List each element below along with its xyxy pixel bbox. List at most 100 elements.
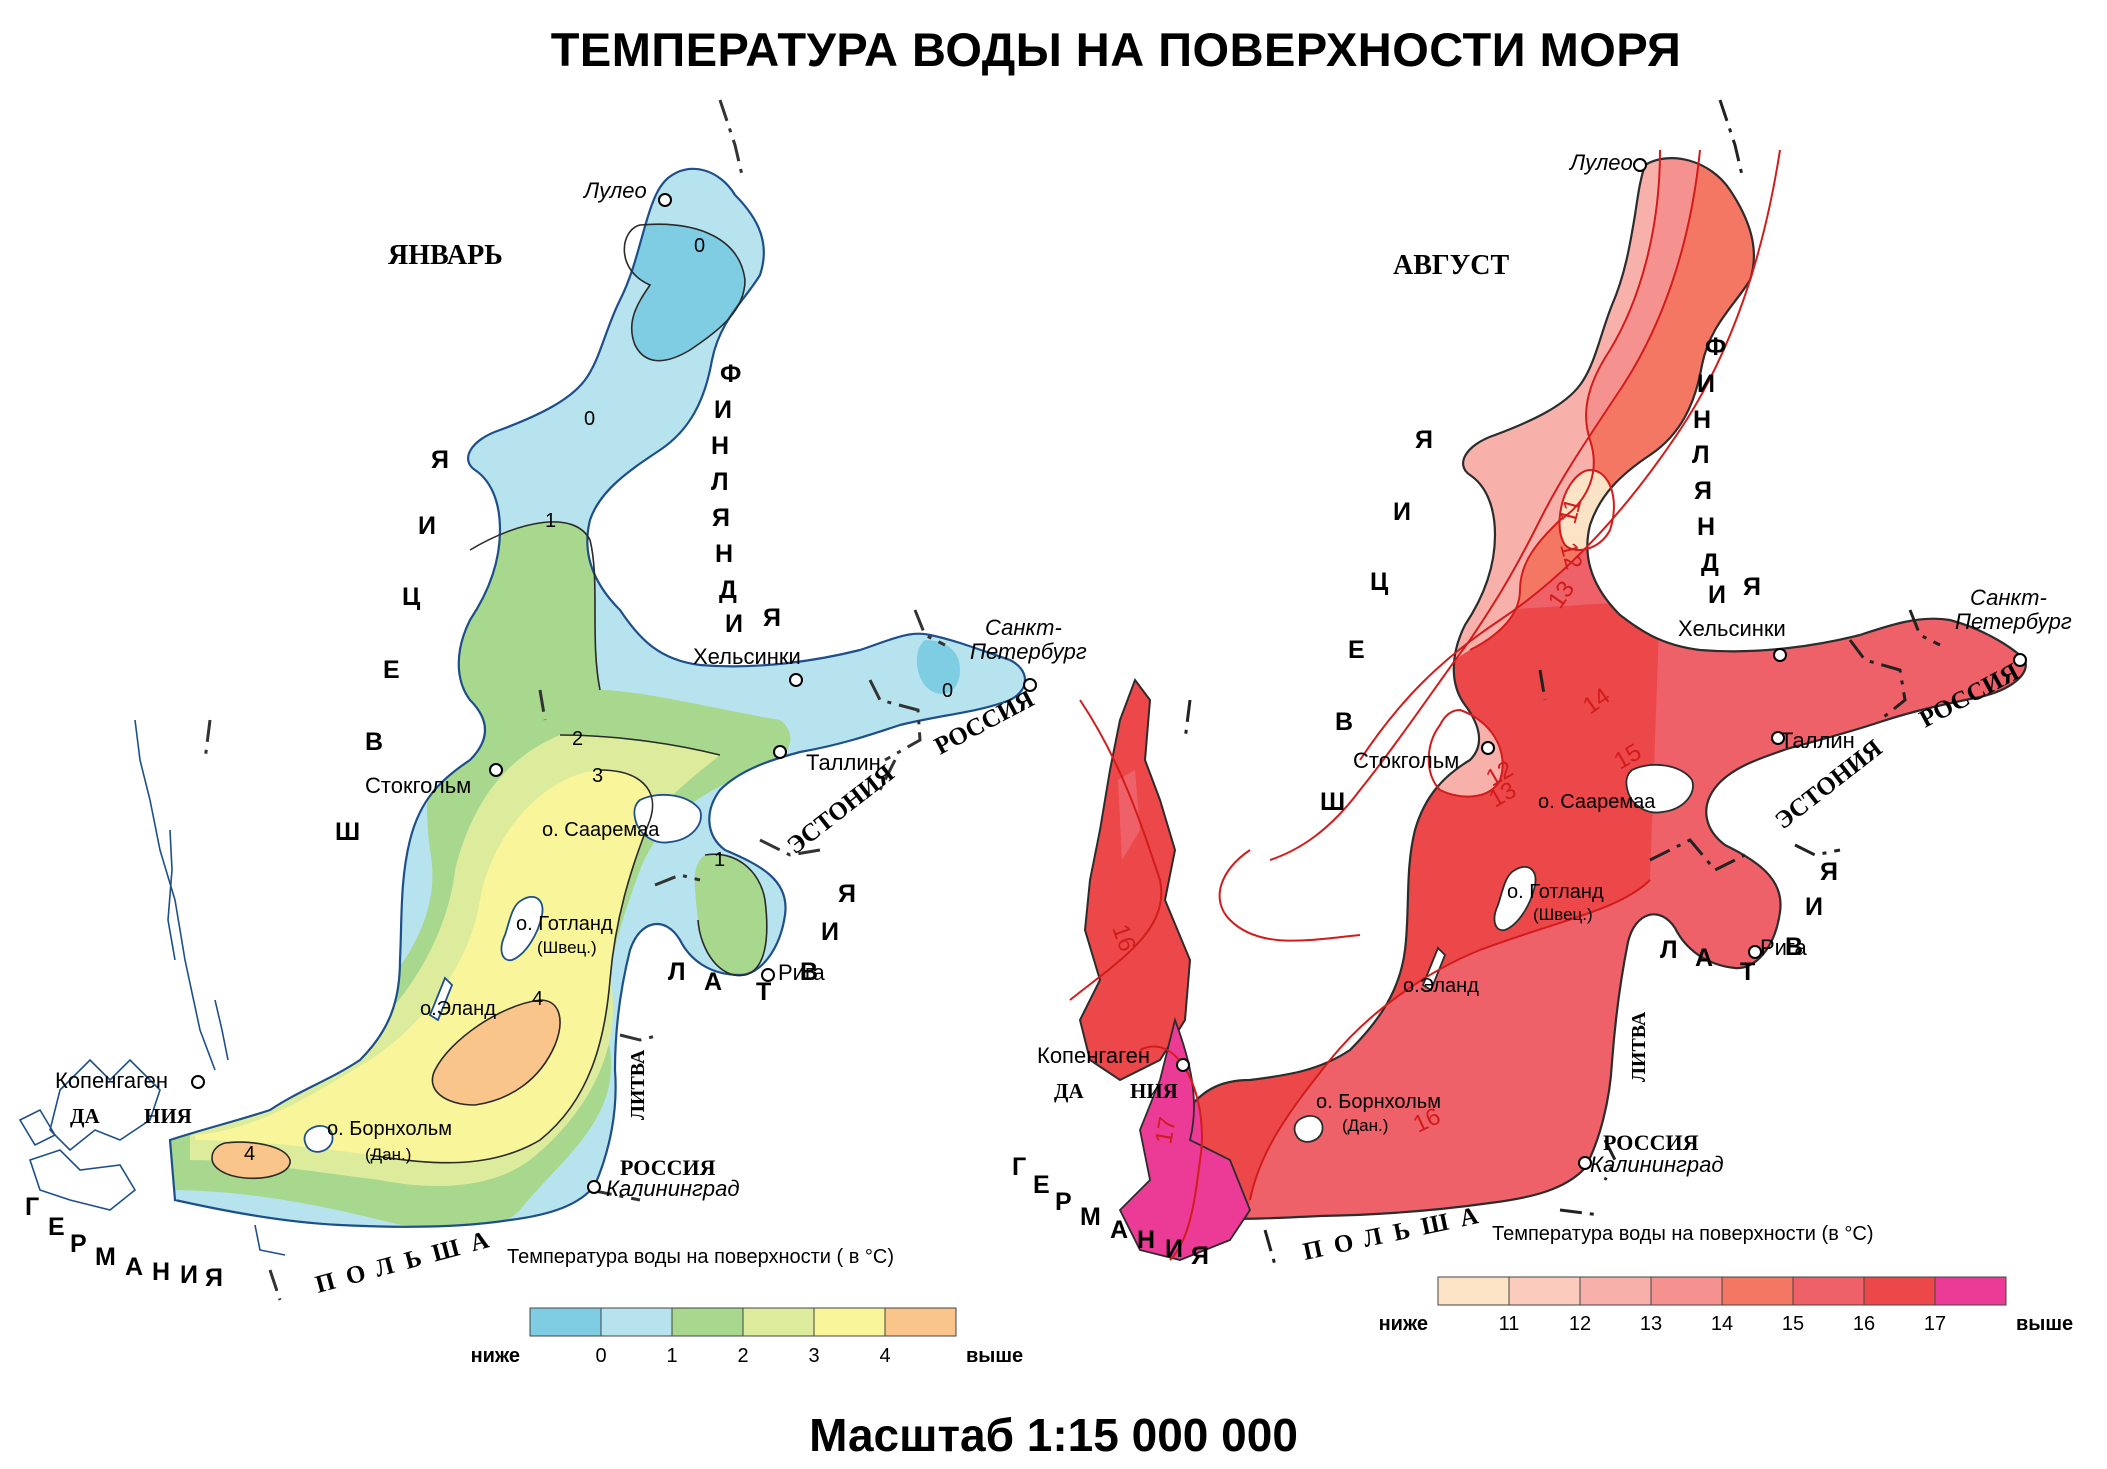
january-isotherm-label: 1 [545, 510, 556, 532]
oland-shape [1421, 946, 1447, 992]
legend-label: 15 [1782, 1313, 1804, 1335]
land-outlines [18, 719, 286, 1256]
legend-swatch [1721, 1276, 1794, 1306]
country-letter: Л [668, 958, 686, 986]
country-letter: Н [152, 1258, 170, 1286]
legend-label: 0 [595, 1345, 606, 1367]
january-legend-swatches: ниже 0 1 2 3 4 выше [471, 1307, 1023, 1367]
country-letter: Л [711, 468, 729, 496]
legend-swatch [1579, 1276, 1652, 1306]
january-city-riga: Рига [778, 960, 826, 985]
legend-label: 4 [879, 1345, 890, 1367]
august-legend-swatches: ниже 11 12 13 14 15 16 17 выше [1379, 1276, 2073, 1335]
country-letter: Я [1743, 573, 1761, 601]
january-island-gotland: о. Готланд [516, 913, 613, 935]
january-city-stockholm: Стокгольм [365, 773, 471, 798]
country-letter: Л [1660, 936, 1678, 964]
august-island-gotland: о. Готланд [1507, 881, 1604, 903]
august-cities [1176, 158, 2027, 1170]
legend-label: 11 [1499, 1313, 1520, 1335]
country-letter: И [418, 512, 436, 540]
country-letter: В [1335, 708, 1353, 736]
january-temperature-zones [170, 168, 1025, 1227]
zone-above-4-west [212, 1142, 291, 1179]
august-island-oland: о.Эланд [1403, 975, 1479, 997]
legend-label: выше [966, 1345, 1023, 1367]
zone-1-2-riga [694, 854, 767, 976]
august-country-sweden: Ш В Е Ц И Я [1320, 426, 1433, 816]
january-country-russia-kaliningrad: РОССИЯ [620, 1155, 716, 1180]
august-city-riga: Рига [1760, 935, 1808, 960]
january-isotherm-label: 1 [714, 849, 725, 871]
january-country-latvia: Л А Т В И Я [668, 880, 856, 1006]
country-letter: Р [1055, 1188, 1072, 1216]
country-letter: И [725, 610, 743, 638]
january-city-copenhagen: Копенгаген [55, 1068, 168, 1093]
august-city-helsinki: Хельсинки [1678, 616, 1786, 641]
august-borders [1183, 99, 1941, 1266]
country-letter: И [714, 396, 732, 424]
country-letter: А [1110, 1216, 1128, 1244]
legend-label: 3 [808, 1345, 819, 1367]
country-letter: Р [70, 1230, 87, 1258]
january-city-tallinn: Таллин [806, 750, 881, 775]
january-borders [203, 99, 946, 1301]
legend-label: 1 [666, 1345, 677, 1367]
january-map-title: ЯНВАРЬ [388, 240, 503, 271]
country-letter: Г [1012, 1153, 1026, 1181]
august-legend: Температура воды на поверхности (в °С) н… [1379, 1223, 2074, 1335]
january-isotherm-label: 4 [244, 1143, 255, 1165]
country-letter: Н [715, 540, 733, 568]
january-coastline [168, 167, 1026, 1228]
country-letter: Е [383, 656, 400, 684]
country-letter: Я [1694, 477, 1712, 505]
legend-swatch [671, 1307, 744, 1337]
august-coastline [1178, 157, 2027, 1220]
country-letter: И [1393, 498, 1411, 526]
january-island-gotland-sub: (Швец.) [537, 938, 597, 957]
jutland-shape [1078, 677, 1192, 1082]
country-letter: И [1708, 581, 1726, 609]
august-legend-title: Температура воды на поверхности (в °С) [1492, 1223, 1873, 1245]
january-isotherm-label: 2 [572, 728, 583, 750]
january-country-denmark-a: ДА [70, 1104, 100, 1128]
country-letter: Я [1191, 1242, 1209, 1270]
august-country-russia-kaliningrad: РОССИЯ [1603, 1130, 1699, 1155]
january-legend-title: Температура воды на поверхности ( в °С) [507, 1246, 894, 1268]
legend-swatch [742, 1307, 815, 1337]
january-legend: Температура воды на поверхности ( в °С) … [471, 1246, 1024, 1367]
country-letter: И [1697, 370, 1715, 398]
august-isotherms [1069, 149, 1781, 1261]
january-city-kaliningrad: Калининград [606, 1176, 740, 1201]
country-letter: Л [1692, 441, 1710, 469]
gotland-shape [500, 895, 544, 962]
country-letter: Е [48, 1213, 65, 1241]
legend-swatch [1437, 1276, 1510, 1306]
country-letter: Я [1415, 426, 1433, 454]
legend-swatch [884, 1307, 957, 1337]
august-city-stockholm: Стокгольм [1353, 748, 1459, 773]
august-map [1069, 99, 2027, 1266]
legend-label: 13 [1640, 1313, 1662, 1335]
august-country-denmark-a: ДА [1054, 1079, 1084, 1103]
legend-swatch [600, 1307, 673, 1337]
august-island-bornholm: о. Борнхольм [1316, 1091, 1441, 1113]
august-country-finland: Ф И Н Л Я Н Д И Я [1692, 333, 1761, 609]
country-letter: В [365, 728, 383, 756]
country-letter: Я [763, 604, 781, 632]
january-country-germany: Г Е Р М А Н И Я [25, 1193, 223, 1292]
january-cities [191, 193, 1037, 1194]
january-isotherm-label: 0 [584, 408, 595, 430]
january-isotherm-label: 0 [942, 680, 953, 702]
august-country-latvia: Л А Т В И Я [1660, 858, 1838, 986]
country-letter: Я [712, 504, 730, 532]
country-letter: М [1080, 1203, 1101, 1231]
legend-label: ниже [471, 1345, 520, 1367]
legend-swatch [529, 1307, 602, 1337]
august-island-saaremaa: о. Сааремаа [1538, 791, 1656, 813]
country-letter: И [1805, 893, 1823, 921]
january-country-denmark-b: НИЯ [144, 1104, 192, 1128]
january-islands [303, 793, 702, 1153]
country-letter: Д [1701, 549, 1719, 577]
country-letter: Ф [1705, 333, 1726, 361]
